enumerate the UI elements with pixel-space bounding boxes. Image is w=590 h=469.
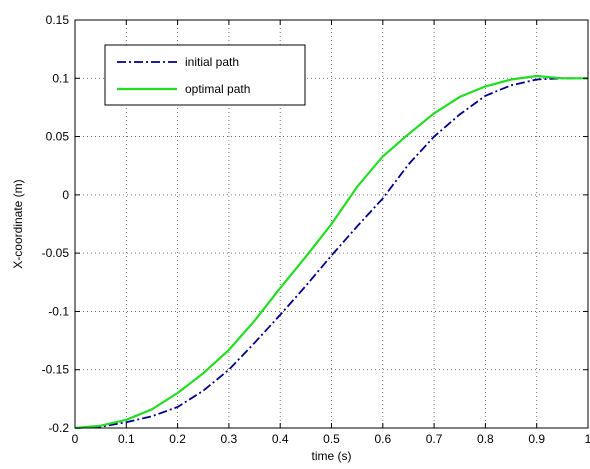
series-line-initial-path xyxy=(74,77,588,429)
x-tick-label: 0.2 xyxy=(169,432,186,446)
legend: initial path optimal path xyxy=(104,44,306,106)
y-tick-label: -0.15 xyxy=(42,363,70,377)
legend-label-initial-path: initial path xyxy=(185,55,239,69)
grid xyxy=(75,20,588,428)
tick-labels: 0 0.1 0.2 0.3 0.4 0.5 0.6 0.7 0.8 0.9 1 -0.2 -0.15 -0… xyxy=(42,13,590,446)
ticks xyxy=(74,19,589,429)
x-tick-label: 0.9 xyxy=(528,432,545,446)
x-tick-label: 0.4 xyxy=(272,432,289,446)
x-tick-label: 0 xyxy=(72,432,79,446)
x-axis-label: time (s) xyxy=(312,449,352,463)
x-tick-label: 0.3 xyxy=(221,432,238,446)
x-tick-label: 0.6 xyxy=(374,432,391,446)
x-tick-label: 0.5 xyxy=(323,432,340,446)
y-tick-label: -0.05 xyxy=(42,246,70,260)
y-tick-label: 0.15 xyxy=(46,13,70,27)
y-tick-label: -0.2 xyxy=(48,421,69,435)
y-axis-label: X-coordinate (m) xyxy=(11,179,25,268)
legend-box xyxy=(104,44,306,106)
y-tick-label: -0.1 xyxy=(48,304,69,318)
y-tick-label: 0.05 xyxy=(46,130,70,144)
legend-label-optimal-path: optimal path xyxy=(185,82,250,96)
series-layer xyxy=(74,74,588,430)
series-line-optimal-path xyxy=(74,74,588,430)
x-tick-label: 0.8 xyxy=(477,432,494,446)
x-tick-label: 1 xyxy=(585,432,590,446)
y-tick-label: 0 xyxy=(62,188,69,202)
x-tick-label: 0.7 xyxy=(426,432,443,446)
x-tick-label: 0.1 xyxy=(118,432,135,446)
y-tick-label: 0.1 xyxy=(52,71,69,85)
